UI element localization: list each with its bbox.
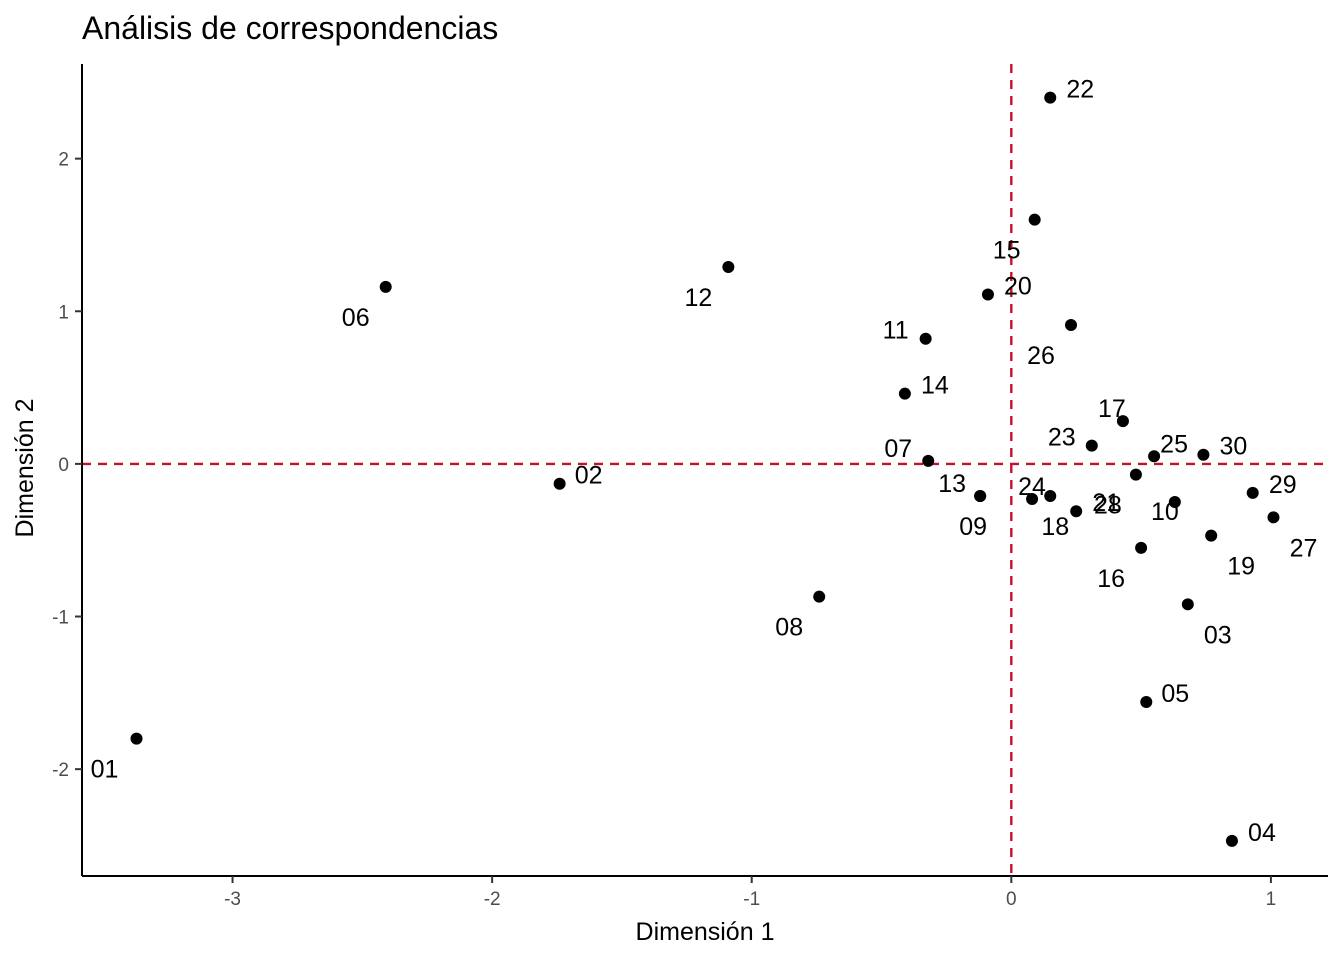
point-label-03: 03: [1204, 621, 1232, 649]
point-label-18: 18: [1041, 513, 1069, 541]
point-label-30: 30: [1219, 433, 1247, 461]
y-axis-ticks: -2 -1 0 1 2: [52, 150, 82, 781]
point-label-06: 06: [342, 304, 370, 332]
point-label-11: 11: [883, 317, 909, 345]
point-18: [1044, 489, 1057, 502]
point-label-25: 25: [1160, 430, 1188, 458]
point-label-27: 27: [1290, 534, 1318, 562]
point-label-22: 22: [1066, 76, 1094, 104]
point-label-21: 21: [1092, 489, 1120, 517]
point-13: [974, 489, 987, 502]
x-tick-label: 0: [1006, 889, 1017, 910]
point-24: [1026, 493, 1039, 505]
point-11: [919, 332, 932, 345]
point-05: [1140, 696, 1153, 708]
x-tick-label: 1: [1266, 889, 1277, 910]
point-label-15: 15: [993, 237, 1021, 265]
point-12: [722, 261, 735, 273]
x-axis-ticks: -3 -2 -1 0 1: [224, 876, 1276, 910]
point-label-04: 04: [1248, 819, 1276, 847]
point-label-10: 10: [1151, 498, 1179, 526]
point-10: [1168, 496, 1181, 509]
point-label-12: 12: [684, 284, 712, 312]
point-label-16: 16: [1097, 565, 1125, 593]
point-label-23: 23: [1048, 424, 1076, 452]
chart-title: Análisis de correspondencias: [82, 10, 498, 46]
data-points: [130, 91, 1280, 847]
point-20: [981, 288, 994, 301]
point-label-01: 01: [91, 756, 119, 784]
point-06: [379, 280, 392, 293]
axes: [81, 64, 1328, 877]
point-label-13: 13: [938, 470, 966, 498]
point-29: [1246, 486, 1259, 499]
reference-lines: [82, 64, 1328, 876]
point-17: [1116, 415, 1129, 428]
point-label-14: 14: [921, 372, 949, 400]
point-14: [898, 387, 911, 400]
point-label-17: 17: [1098, 395, 1126, 423]
point-23: [1085, 439, 1098, 452]
point-labels: 01 02 03 04 05 06 07 08 09 10 11 12 13 14 15 16 17 18 19 20…: [91, 76, 1318, 847]
point-22: [1044, 91, 1057, 104]
x-tick-label: -3: [224, 889, 241, 910]
x-tick-label: -2: [484, 889, 501, 910]
y-axis-title: Dimensión 2: [11, 399, 39, 538]
point-26: [1065, 319, 1078, 331]
point-label-29: 29: [1269, 471, 1297, 499]
point-label-19: 19: [1227, 553, 1255, 581]
point-07: [922, 454, 935, 467]
y-tick-label: -2: [52, 760, 69, 781]
point-15: [1028, 213, 1041, 226]
y-tick-label: 2: [58, 150, 69, 171]
point-label-05: 05: [1161, 680, 1189, 708]
point-label-26: 26: [1027, 342, 1055, 370]
point-25: [1148, 450, 1161, 463]
point-label-24: 24: [1018, 473, 1046, 501]
x-tick-label: -1: [743, 889, 760, 910]
point-label-09: 09: [959, 513, 987, 541]
point-27: [1267, 511, 1280, 524]
y-tick-label: -1: [52, 608, 69, 629]
point-28: [1129, 468, 1142, 481]
point-16: [1135, 541, 1148, 554]
point-label-28: 28: [1094, 492, 1122, 520]
point-30: [1197, 448, 1210, 461]
y-tick-label: 0: [58, 455, 69, 476]
point-label-08: 08: [775, 614, 803, 642]
x-axis-title: Dimensión 1: [636, 918, 775, 946]
point-08: [813, 590, 826, 603]
y-tick-label: 1: [58, 302, 69, 323]
point-03: [1181, 598, 1194, 611]
point-04: [1225, 834, 1238, 847]
point-21: [1070, 505, 1083, 518]
point-label-07: 07: [884, 435, 912, 463]
point-label-20: 20: [1004, 272, 1032, 300]
point-01: [130, 732, 143, 745]
point-02: [553, 477, 566, 490]
point-19: [1205, 529, 1218, 542]
point-label-02: 02: [575, 462, 603, 490]
